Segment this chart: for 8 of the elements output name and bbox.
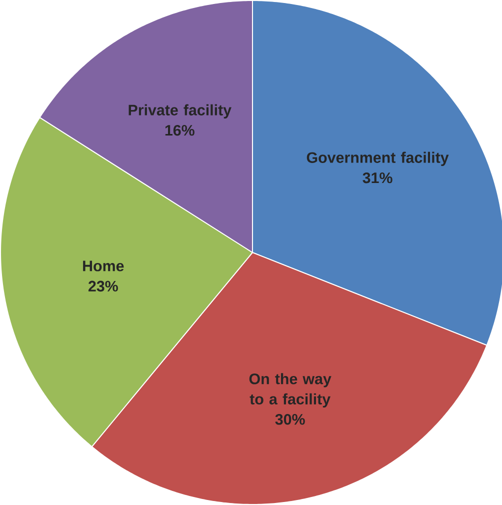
data-label: 16% <box>165 124 194 136</box>
slice-label: Government facility <box>306 152 449 166</box>
data-label: 30% <box>275 414 305 425</box>
slice-label: Private facility <box>128 104 232 118</box>
data-label: 31% <box>362 172 392 184</box>
data-label: 23% <box>88 280 118 292</box>
slice-label: On the way to a facility <box>249 373 332 408</box>
slice-label: Home <box>82 260 124 272</box>
